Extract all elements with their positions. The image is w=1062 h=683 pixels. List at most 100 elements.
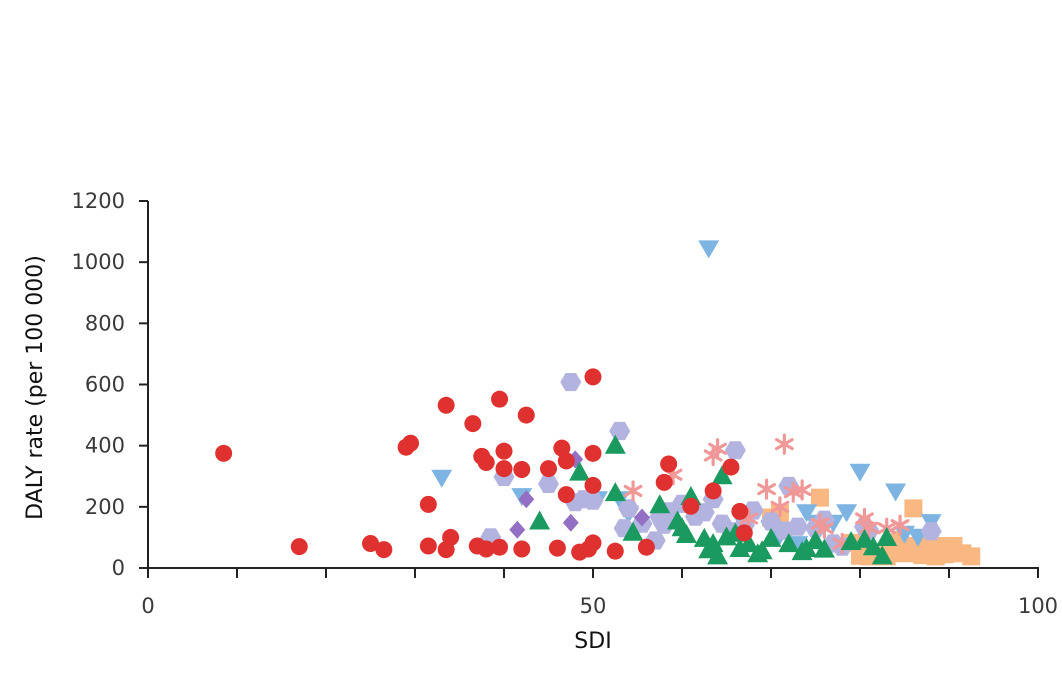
data-point-triangle-down bbox=[885, 483, 907, 502]
data-point-asterisk bbox=[623, 480, 643, 502]
data-point-circle bbox=[557, 486, 575, 504]
data-point-triangle-up bbox=[813, 538, 835, 558]
data-points bbox=[215, 240, 981, 566]
y-axis-title: DALY rate (per 100 000) bbox=[23, 255, 48, 520]
data-point-diamond bbox=[634, 508, 650, 527]
data-point-triangle-up bbox=[675, 524, 697, 543]
data-point-circle bbox=[215, 444, 233, 462]
y-tick-label: 1200 bbox=[72, 189, 125, 213]
data-point-triangle-up bbox=[738, 533, 760, 553]
data-point-asterisk bbox=[792, 479, 812, 501]
data-point-triangle-up bbox=[569, 461, 591, 481]
y-tick-label: 0 bbox=[112, 556, 125, 580]
data-point-triangle-up bbox=[876, 527, 898, 546]
data-point-circle bbox=[660, 455, 678, 473]
y-tick-label: 800 bbox=[85, 311, 125, 335]
data-point-triangle-down bbox=[836, 504, 858, 523]
data-point-hexagon bbox=[920, 522, 942, 541]
data-point-diamond bbox=[562, 513, 579, 532]
y-tick-label: 1000 bbox=[72, 250, 125, 274]
data-point-triangle-up bbox=[862, 536, 884, 556]
data-point-circle bbox=[637, 538, 655, 556]
data-point-hexagon bbox=[609, 421, 631, 441]
data-point-asterisk bbox=[890, 514, 910, 536]
x-tick-label: 100 bbox=[1018, 594, 1058, 618]
data-point-circle bbox=[584, 476, 602, 494]
data-point-circle bbox=[704, 482, 722, 500]
data-point-triangle-down bbox=[849, 463, 871, 482]
data-point-circle bbox=[584, 368, 602, 386]
data-point-circle bbox=[682, 497, 700, 515]
data-point-square bbox=[904, 499, 923, 518]
data-point-circle bbox=[442, 528, 460, 546]
data-point-hexagon bbox=[724, 441, 746, 460]
data-point-asterisk bbox=[815, 517, 834, 539]
data-point-hexagon bbox=[560, 373, 582, 392]
data-point-circle bbox=[517, 406, 535, 424]
data-point-circle bbox=[477, 453, 495, 471]
data-point-diamond bbox=[509, 520, 526, 539]
data-point-triangle-up bbox=[711, 465, 733, 485]
data-point-asterisk bbox=[774, 433, 794, 455]
y-tick-label: 600 bbox=[85, 373, 125, 397]
data-point-circle bbox=[553, 439, 571, 457]
data-point-circle bbox=[495, 442, 513, 460]
data-point-triangle-up bbox=[778, 533, 800, 553]
data-point-triangle-down bbox=[796, 504, 818, 523]
data-point-triangle-up bbox=[622, 521, 644, 541]
data-point-circle bbox=[655, 473, 673, 491]
data-point-circle bbox=[290, 538, 308, 556]
data-point-circle bbox=[540, 460, 557, 478]
data-point-circle bbox=[491, 538, 509, 556]
data-point-triangle-up bbox=[760, 527, 782, 547]
data-point-triangle-up bbox=[707, 545, 729, 565]
data-point-square bbox=[810, 488, 829, 507]
data-point-triangle-up bbox=[805, 530, 826, 550]
data-point-circle bbox=[402, 434, 420, 452]
data-point-triangle-down bbox=[431, 469, 453, 488]
data-point-circle bbox=[375, 541, 393, 559]
y-tick-label: 400 bbox=[85, 434, 125, 458]
data-point-circle bbox=[437, 396, 455, 414]
data-point-circle bbox=[606, 542, 624, 560]
data-point-hexagon bbox=[538, 474, 559, 493]
data-point-circle bbox=[557, 452, 575, 470]
data-point-circle bbox=[513, 540, 531, 558]
data-point-circle bbox=[477, 540, 495, 558]
data-point-circle bbox=[722, 458, 740, 476]
data-point-circle bbox=[362, 535, 379, 553]
data-point-triangle-up bbox=[604, 482, 626, 502]
data-point-circle bbox=[419, 495, 437, 513]
data-point-circle bbox=[419, 537, 437, 555]
x-axis-ticks: 0 50 100 bbox=[141, 568, 1058, 618]
data-point-hexagon bbox=[760, 512, 782, 531]
data-point-asterisk bbox=[770, 496, 790, 518]
data-point-hexagon bbox=[787, 517, 809, 536]
y-tick-label: 200 bbox=[85, 495, 125, 519]
data-point-circle bbox=[584, 534, 602, 552]
x-axis-title: SDI bbox=[574, 629, 611, 654]
data-point-asterisk bbox=[708, 438, 727, 460]
data-point-asterisk bbox=[757, 478, 776, 500]
data-point-triangle-up bbox=[649, 494, 671, 514]
data-point-circle bbox=[513, 461, 531, 479]
data-point-circle bbox=[464, 415, 482, 433]
data-point-triangle-up bbox=[729, 538, 751, 557]
data-point-triangle-down bbox=[698, 240, 720, 259]
data-point-triangle-up bbox=[871, 545, 893, 565]
data-point-circle bbox=[495, 460, 513, 478]
data-point-square bbox=[962, 547, 981, 566]
data-point-hexagon bbox=[618, 499, 640, 518]
x-tick-label: 50 bbox=[580, 594, 607, 618]
data-point-triangle-up bbox=[604, 434, 626, 454]
data-point-triangle-up bbox=[529, 510, 551, 530]
data-point-diamond bbox=[518, 490, 535, 509]
y-axis-ticks: 0 200 400 600 800 1000 1200 bbox=[72, 189, 148, 580]
data-point-circle bbox=[584, 444, 602, 462]
data-point-circle bbox=[731, 502, 749, 520]
data-point-hexagon bbox=[582, 491, 604, 510]
data-point-triangle-up bbox=[751, 540, 773, 560]
x-tick-label: 0 bbox=[141, 594, 154, 618]
axes: 0 200 400 600 800 1000 1200 0 50 100 bbox=[72, 189, 1059, 618]
